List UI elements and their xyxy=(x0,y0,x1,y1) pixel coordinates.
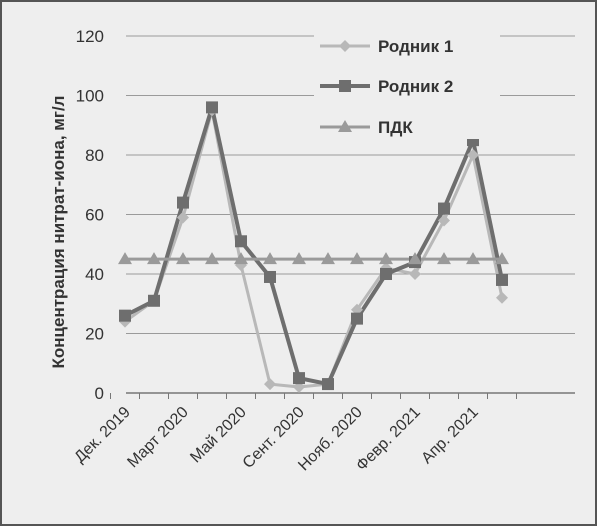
data-point xyxy=(177,211,189,224)
legend-swatch-marker xyxy=(338,120,352,132)
y-tick-label: 60 xyxy=(85,206,104,225)
y-tick-label: 80 xyxy=(85,146,104,165)
data-point xyxy=(147,252,161,265)
series-line xyxy=(124,108,504,389)
data-point xyxy=(176,252,190,265)
x-tick-label: Апр. 2021 xyxy=(418,404,482,468)
data-point xyxy=(293,372,305,385)
y-tick-labels: 0 20 40 60 80 100 120 xyxy=(76,27,104,403)
data-point xyxy=(264,378,276,391)
data-point xyxy=(379,252,393,265)
y-tick-label: 120 xyxy=(76,27,104,46)
data-point xyxy=(496,291,508,304)
data-point xyxy=(467,149,479,161)
series-markers xyxy=(118,101,509,394)
y-tick-label: 100 xyxy=(76,87,104,106)
series-lines xyxy=(124,105,504,389)
x-tick-label: Март 2020 xyxy=(124,404,191,471)
data-point xyxy=(380,268,392,280)
data-point xyxy=(496,273,508,286)
data-point xyxy=(263,252,277,265)
data-point xyxy=(495,252,509,265)
data-point xyxy=(322,378,334,391)
data-point xyxy=(321,252,335,265)
data-point xyxy=(466,252,480,265)
data-point xyxy=(148,294,160,307)
x-tick-label: Май 2020 xyxy=(187,404,250,467)
legend: Родник 1 Родник 2 ПДК xyxy=(314,34,500,139)
y-axis-label: Концентрация нитрат-иона, мг/л xyxy=(49,96,68,369)
data-point xyxy=(408,252,422,265)
data-point xyxy=(438,214,450,227)
data-point xyxy=(409,268,421,280)
legend-label: Родник 2 xyxy=(378,77,453,96)
data-point xyxy=(235,235,247,248)
y-tick-label: 20 xyxy=(85,325,104,344)
legend-label: Родник 1 xyxy=(378,37,453,56)
data-point xyxy=(119,309,131,322)
legend-swatch-marker xyxy=(339,80,351,92)
data-point xyxy=(177,196,189,209)
y-tick-label: 0 xyxy=(95,384,104,403)
data-point xyxy=(206,101,218,114)
legend-swatch-marker xyxy=(339,40,351,52)
legend-label: ПДК xyxy=(378,118,413,137)
data-point xyxy=(234,252,248,265)
data-point xyxy=(205,252,219,265)
data-point xyxy=(438,202,450,215)
x-tick-label: Дек. 2019 xyxy=(71,404,133,466)
data-point xyxy=(351,312,363,325)
y-tick-label: 40 xyxy=(85,265,104,284)
data-point xyxy=(118,252,132,265)
data-point xyxy=(264,270,276,283)
data-point xyxy=(292,252,306,265)
data-point xyxy=(437,252,451,265)
data-point xyxy=(350,252,364,265)
series-line xyxy=(124,105,504,387)
